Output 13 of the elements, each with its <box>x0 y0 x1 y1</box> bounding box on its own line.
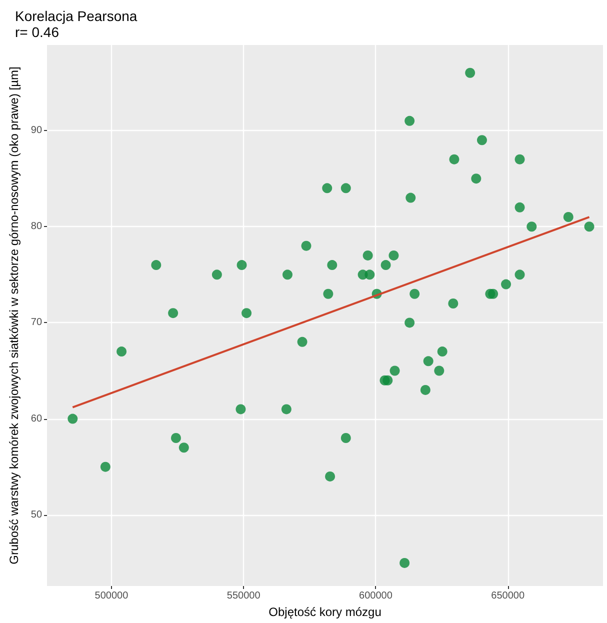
x-tick-label: 650000 <box>491 590 525 602</box>
y-tick-label: 70 <box>30 317 42 328</box>
y-tick-label: 50 <box>30 509 42 520</box>
y-tick-label: 60 <box>30 413 42 424</box>
y-axis-title: Grubość warstwy komórek zwojowych siatkówki w sektorze górno-nosowym (oko prawe) [µm] <box>7 66 21 564</box>
x-axis-title: Objętość kory mózgu <box>268 605 382 619</box>
chart-subtitle: r= 0.46 <box>15 24 60 40</box>
chart-title: Korelacja Pearsona <box>15 8 138 24</box>
x-tick-label: 600000 <box>359 590 393 602</box>
y-tick-label: 80 <box>30 221 42 232</box>
x-tick-label: 500000 <box>94 590 129 602</box>
x-tick-label: 550000 <box>226 590 261 602</box>
y-tick-label: 90 <box>30 125 42 136</box>
